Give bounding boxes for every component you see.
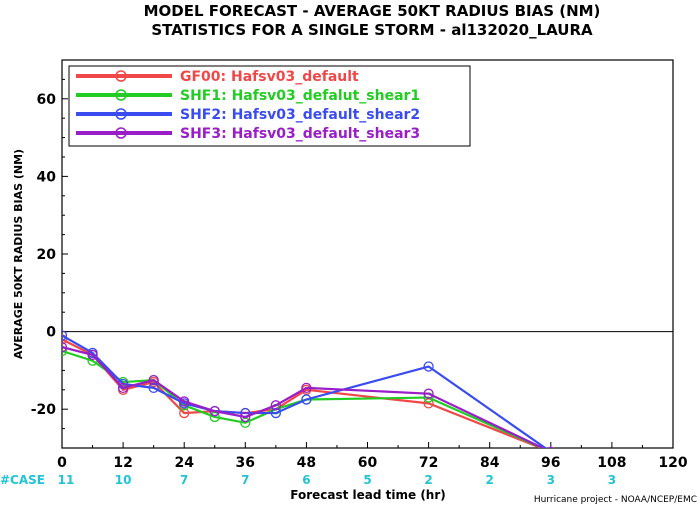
series-point [423, 388, 434, 399]
series-4 [62, 341, 555, 448]
y-tick-label: 0 [46, 325, 56, 341]
series-point [179, 396, 190, 407]
x-tick-label: 84 [480, 455, 500, 471]
x-tick-label: 48 [297, 455, 316, 471]
series-2 [62, 345, 555, 448]
x-axis-label: Forecast lead time (hr) [290, 488, 446, 502]
case-count-value: 10 [115, 473, 132, 487]
chart-title-line2: STATISTICS FOR A SINGLE STORM - al132020… [151, 21, 593, 39]
x-tick-label: 72 [419, 455, 438, 471]
legend-entry-label: GF00: Hafsv03_default [180, 69, 359, 85]
x-tick-label: 0 [57, 455, 67, 471]
series-point [87, 349, 98, 361]
legend-entry-label: SHF1: Hafsv03_defalut_shear1 [180, 88, 420, 104]
x-tick-label: 96 [541, 455, 560, 471]
legend-swatch-marker [115, 127, 127, 139]
y-axis-ticks: -20 0 20 40 60 [31, 59, 68, 449]
x-axis-ticks: 0 12 24 36 48 60 72 84 96 108 120 [57, 442, 688, 471]
case-count-value: 6 [302, 473, 310, 487]
x-tick-label: 60 [358, 455, 378, 471]
series-point [209, 411, 220, 423]
case-count-value: 2 [424, 473, 432, 487]
series-point [547, 446, 555, 448]
series-point [62, 345, 68, 357]
case-count-value: 11 [58, 473, 75, 487]
case-count-value: 3 [608, 473, 616, 487]
series-point [301, 382, 312, 394]
legend-swatch-marker [115, 89, 127, 101]
x-tick-label: 120 [658, 455, 687, 471]
legend-box [68, 65, 471, 147]
series-point [270, 400, 282, 411]
series-point [179, 407, 190, 419]
series-point [423, 361, 434, 372]
series-point [240, 417, 251, 428]
credit-text: Hurricane project - NOAA/NCEP/EMC [534, 495, 697, 505]
series-point [423, 398, 434, 409]
series-point [62, 334, 68, 345]
y-tick-label: 20 [37, 247, 57, 263]
series-point [62, 330, 68, 341]
legend-swatch-marker [115, 108, 127, 120]
legend: GF00: Hafsv03_default SHF1: Hafsv03_defal… [68, 65, 471, 147]
legend-entry-label: SHF2: Hafsv03_default_shear2 [180, 107, 420, 123]
x-tick-label: 108 [597, 455, 626, 471]
y-axis-label: AVERAGE 50KT RADIUS BIAS (NM) [12, 149, 25, 359]
series-layer [62, 330, 555, 448]
series-point [209, 405, 220, 417]
case-count-value: 2 [486, 473, 494, 487]
series-point [301, 394, 312, 405]
series-line [62, 346, 546, 448]
legend-swatch-marker [115, 70, 127, 82]
y-tick-label: 40 [37, 169, 57, 185]
series-point [148, 382, 159, 394]
y-tick-label: 60 [37, 92, 57, 108]
case-count-value: 5 [363, 473, 371, 487]
series-point [270, 407, 282, 419]
case-count-value: 7 [241, 473, 249, 487]
case-count-value: 3 [547, 473, 555, 487]
case-count-label: #CASE [0, 473, 45, 487]
series-point [240, 411, 251, 423]
series-point [148, 374, 159, 386]
case-count-value: 7 [180, 473, 188, 487]
y-tick-label: -20 [31, 402, 57, 418]
x-tick-label: 24 [174, 455, 194, 471]
legend-entry-label: SHF3: Hafsv03_default_shear3 [180, 126, 420, 142]
series-point [62, 341, 68, 353]
series-point [117, 382, 129, 394]
case-counts: 11 10 7 7 6 5 2 2 3 3 [58, 473, 616, 487]
x-tick-label: 12 [113, 455, 132, 471]
chart-title-line1: MODEL FORECAST - AVERAGE 50KT RADIUS BIA… [144, 2, 601, 20]
x-tick-label: 36 [236, 455, 255, 471]
